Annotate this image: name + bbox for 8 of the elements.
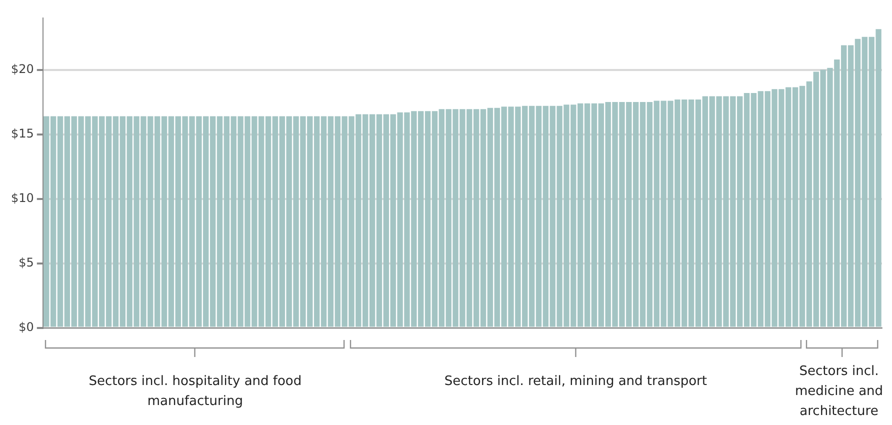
y-tick-label: $5 — [18, 255, 34, 270]
y-tick-label: $15 — [11, 126, 34, 140]
text: Sectors incl. retail, mining and transport — [444, 374, 707, 389]
y-tick-label: $0 — [18, 320, 34, 334]
y-tick-label: $20 — [11, 62, 34, 76]
text: Sectors incl. medicine and architecture — [794, 363, 884, 421]
text: Sectors incl. hospitality and food manufacturing — [88, 373, 303, 411]
y-tick-label: $10 — [11, 190, 34, 205]
